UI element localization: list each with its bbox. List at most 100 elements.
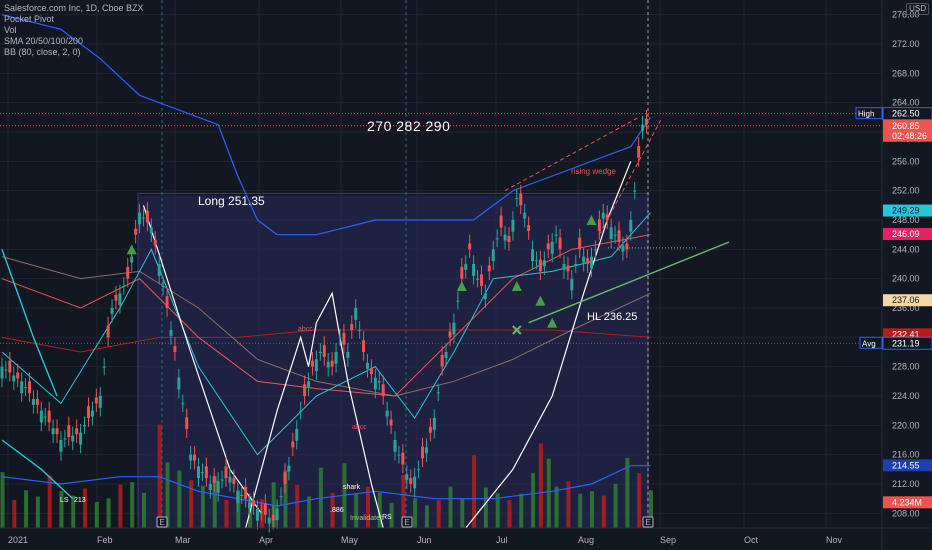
candle-body <box>582 256 586 263</box>
candle-body <box>621 245 625 252</box>
candle-body <box>75 428 79 435</box>
candle-body <box>275 508 279 521</box>
earnings-box <box>156 516 168 528</box>
ratio-label: .886 <box>330 507 344 514</box>
candle-body <box>169 330 173 336</box>
y-tick-label-11: 252.00 <box>892 186 920 196</box>
candle-body <box>173 346 177 352</box>
candle-body <box>126 266 130 279</box>
candle-body <box>79 432 83 445</box>
ls-value-label: 213 <box>74 497 86 504</box>
volume-bar <box>531 473 536 528</box>
price-label-6: 231.19 Avg <box>859 336 932 350</box>
candle-body <box>562 264 566 270</box>
candle-body <box>546 243 550 250</box>
candle-body <box>16 372 20 379</box>
candle-body <box>102 366 106 368</box>
volume-bar <box>413 498 418 528</box>
candle-body <box>8 360 12 373</box>
candle-body <box>295 429 299 441</box>
candle-body <box>483 293 487 300</box>
candle-body <box>255 508 259 521</box>
candle-body <box>448 331 452 338</box>
candle-body <box>244 486 248 499</box>
price-axis-background <box>882 0 932 550</box>
candle-body <box>236 491 240 504</box>
price-label-8: 4.234M <box>883 496 932 509</box>
candle-body <box>299 410 303 412</box>
volume-bar <box>141 492 146 528</box>
candle-body <box>326 361 330 368</box>
shark-label: shark <box>343 484 361 491</box>
currency-badge[interactable]: USD <box>906 3 929 15</box>
price-label-tag-box <box>859 336 883 349</box>
price-label-box <box>883 119 932 142</box>
wedge-upper-line <box>504 116 639 192</box>
earnings-marker-2: E <box>642 516 654 528</box>
candle-body <box>130 256 134 263</box>
candle-body <box>586 258 590 264</box>
candle-body <box>401 452 405 465</box>
volume-bar <box>24 490 29 528</box>
pocket-pivot-marker-3 <box>535 295 546 306</box>
candle-body <box>558 237 562 250</box>
candle-body <box>35 398 39 405</box>
price-label-value: 02:48:26 <box>892 131 927 141</box>
candle-body <box>39 410 43 423</box>
volume-bar <box>35 496 40 528</box>
candle-body <box>12 375 16 382</box>
pocket-pivot-marker-2 <box>511 281 522 291</box>
candle-body <box>338 337 342 339</box>
candle-body <box>605 214 609 220</box>
candle-body <box>495 238 499 240</box>
candle-body <box>350 324 354 330</box>
volume-bar <box>590 491 594 528</box>
sma-20-line <box>1 212 651 456</box>
x-tick-label-0: 2021 <box>8 535 28 545</box>
candle-body <box>138 212 142 225</box>
price-label-box <box>883 496 932 509</box>
long-entry-label: Long 251.35 <box>198 194 265 208</box>
candle-body <box>507 236 511 242</box>
candle-body <box>369 368 373 374</box>
candle-body <box>629 220 633 232</box>
volume-bar <box>601 495 606 528</box>
bb-lower-band <box>1 465 651 507</box>
y-tick-label-12: 256.00 <box>892 156 920 166</box>
pocket-pivot-marker-0 <box>126 244 137 255</box>
volume-bar <box>625 457 630 528</box>
candle-body <box>310 360 314 367</box>
candle-body <box>98 396 102 408</box>
candle-body <box>550 242 554 254</box>
candle-body <box>515 198 519 199</box>
candle-body <box>389 419 393 426</box>
volume-bar <box>578 493 583 528</box>
price-label-value: 214.55 <box>892 460 920 470</box>
y-tick-label-4: 224.00 <box>892 391 920 401</box>
candle-body <box>593 249 597 251</box>
volume-bar <box>546 458 551 528</box>
candle-body <box>464 264 468 270</box>
volume-bar <box>165 462 170 528</box>
candle-body <box>397 454 401 456</box>
candle-body <box>303 384 307 396</box>
volume-bar <box>637 473 642 528</box>
price-label-2: 249.29 <box>883 204 932 217</box>
candle-body <box>200 472 204 474</box>
price-label-3: 246.09 <box>883 228 932 241</box>
volume-bar <box>189 480 194 528</box>
candle-body <box>578 237 582 250</box>
volume-bar <box>130 482 135 528</box>
x-tick-label-9: Oct <box>744 535 759 545</box>
abcc-label-1: abcc <box>298 326 313 333</box>
candle-body <box>590 256 593 269</box>
teal-trendline-1 <box>1 249 58 397</box>
wedge-lower-line <box>598 117 663 235</box>
volume-bar <box>59 491 64 528</box>
candle-body <box>534 260 538 262</box>
price-label-box <box>882 107 932 121</box>
volume-bar <box>507 500 512 528</box>
candle-body <box>637 145 641 158</box>
candle-body <box>177 377 181 390</box>
